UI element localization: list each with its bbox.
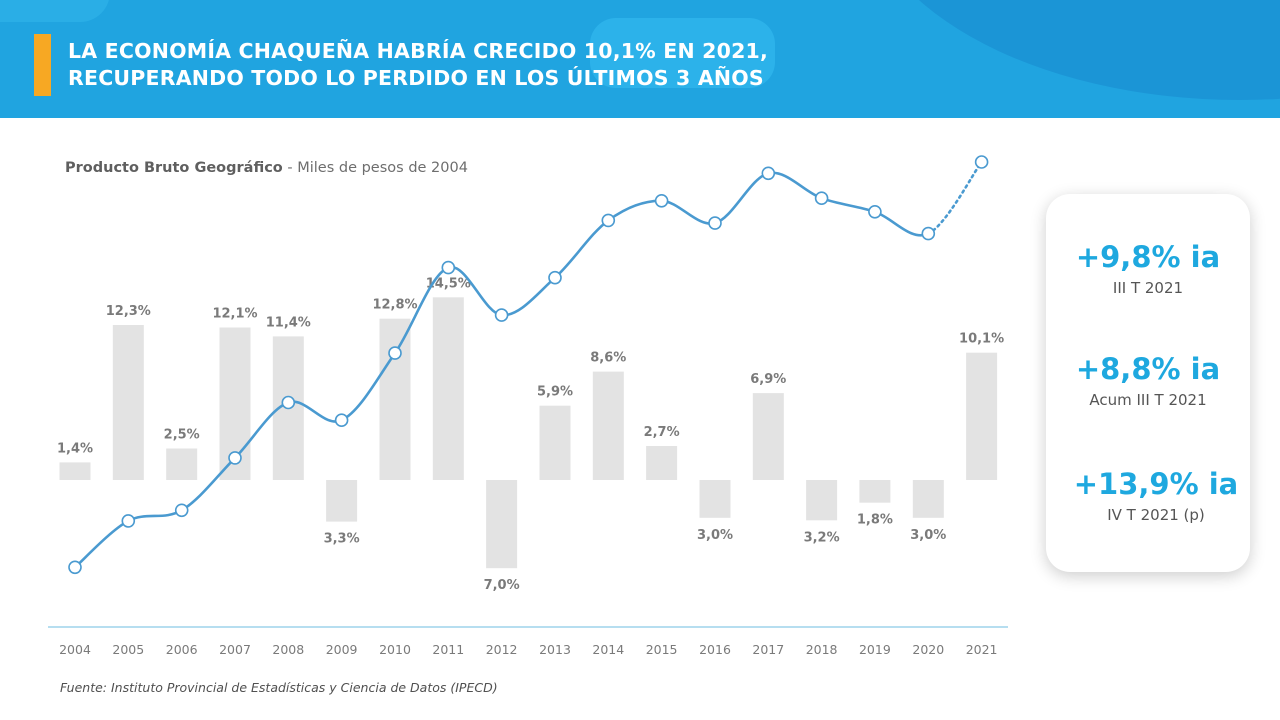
line-point-2018 <box>814 191 829 205</box>
stats-card: +9,8% ia III T 2021 +8,8% ia Acum III T … <box>1046 194 1250 572</box>
bar-label-2017: 6,9% <box>750 372 786 387</box>
line-point-2007 <box>228 451 242 465</box>
bar-2014 <box>592 371 624 480</box>
bar-2009 <box>326 480 358 522</box>
line-point-2006 <box>174 503 189 518</box>
x-tick-label-2017: 2017 <box>752 642 784 657</box>
line-point-2004 <box>68 560 82 575</box>
line-point-2012 <box>494 308 509 322</box>
x-tick-label-2015: 2015 <box>646 642 678 657</box>
page-title-line-2: RECUPERANDO TODO LO PERDIDO EN LOS ÚLTIM… <box>68 66 764 90</box>
stat-label-2: Acum III T 2021 <box>1089 391 1207 409</box>
bar-2005 <box>112 325 144 480</box>
x-tick-label-2020: 2020 <box>912 642 944 657</box>
bar-2015 <box>646 446 678 480</box>
bar-2006 <box>166 448 198 480</box>
x-tick-label-2010: 2010 <box>379 642 411 657</box>
bar-label-2012: 7,0% <box>484 578 520 593</box>
bar-label-2010: 12,8% <box>372 298 417 313</box>
line-point-2016 <box>708 216 722 230</box>
stat-block-1: +9,8% ia III T 2021 <box>1046 240 1250 298</box>
line-point-2013 <box>548 270 562 285</box>
line-point-2015 <box>654 194 669 208</box>
chart-heading-rest: - Miles de pesos de 2004 <box>282 160 468 176</box>
stat-value-1: +9,8% ia <box>1075 240 1221 274</box>
x-tick-label-2008: 2008 <box>272 642 304 657</box>
x-tick-label-2004: 2004 <box>59 642 91 657</box>
source-note: Fuente: Instituto Provincial de Estadíst… <box>60 680 498 695</box>
header-accent-bar <box>34 34 51 96</box>
bars-layer <box>59 297 998 569</box>
line-points-layer <box>68 155 989 575</box>
bar-label-2020: 3,0% <box>910 528 946 543</box>
bar-label-2008: 11,4% <box>266 315 311 330</box>
bar-2011 <box>432 297 464 480</box>
stat-block-3: +13,9% ia IV T 2021 (p) <box>1054 467 1258 525</box>
bar-2017 <box>752 393 784 480</box>
bar-2010 <box>379 318 411 480</box>
bar-label-2006: 2,5% <box>164 428 200 443</box>
x-tick-label-2021: 2021 <box>966 642 998 657</box>
line-point-2011 <box>441 260 456 275</box>
header-banner: LA ECONOMÍA CHAQUEÑA HABRÍA CRECIDO 10,1… <box>0 0 1280 118</box>
bar-label-2007: 12,1% <box>212 307 257 322</box>
bar-label-2009: 3,3% <box>324 532 360 547</box>
line-point-2017 <box>761 166 776 181</box>
x-tick-label-2009: 2009 <box>326 642 358 657</box>
x-tick-label-2012: 2012 <box>486 642 518 657</box>
x-tick-label-2011: 2011 <box>432 642 464 657</box>
page-title-line-1: LA ECONOMÍA CHAQUEÑA HABRÍA CRECIDO 10,1… <box>68 39 769 63</box>
chart-heading: Producto Bruto Geográfico - Miles de pes… <box>65 160 468 176</box>
bar-label-2021: 10,1% <box>959 332 1004 347</box>
line-point-2020 <box>921 226 936 241</box>
x-tick-label-2013: 2013 <box>539 642 571 657</box>
bar-2019 <box>859 480 891 503</box>
bar-label-2014: 8,6% <box>590 351 626 366</box>
stat-value-2: +8,8% ia <box>1075 352 1221 386</box>
bar-labels-layer: 1,4% 12,3% 2,5% 12,1% 11,4% 3,3% 12,8% 14,5% 7,0… <box>57 276 1004 593</box>
bar-label-2011: 14,5% <box>426 276 471 291</box>
x-tick-label-2007: 2007 <box>219 642 251 657</box>
x-tick-label-2014: 2014 <box>592 642 624 657</box>
bar-2004 <box>59 462 91 480</box>
bar-2021 <box>966 352 998 480</box>
bar-label-2019: 1,8% <box>857 513 893 528</box>
x-tick-label-2006: 2006 <box>166 642 198 657</box>
bar-2020 <box>912 480 944 518</box>
line-layer <box>73 160 983 569</box>
bar-label-2018: 3,2% <box>804 530 840 545</box>
line-point-2008 <box>281 395 296 410</box>
line-point-2019 <box>868 205 882 219</box>
bar-label-2013: 5,9% <box>537 385 573 400</box>
stat-value-3: +13,9% ia <box>1073 467 1239 501</box>
line-point-2005 <box>121 514 136 528</box>
stat-label-3: IV T 2021 (p) <box>1107 506 1205 524</box>
x-tick-labels-layer: 2004 2005 2006 2007 2008 2009 2010 2011 2012 2013… <box>59 642 997 657</box>
line-point-2014 <box>601 213 616 228</box>
x-tick-label-2005: 2005 <box>112 642 144 657</box>
line-point-2009 <box>334 413 349 428</box>
bar-label-2004: 1,4% <box>57 441 93 456</box>
bar-2013 <box>539 405 571 480</box>
stat-block-2: +8,8% ia Acum III T 2021 <box>1046 352 1250 410</box>
x-tick-label-2018: 2018 <box>806 642 838 657</box>
stat-label-1: III T 2021 <box>1112 279 1184 297</box>
bar-2018 <box>806 480 838 521</box>
bar-label-2005: 12,3% <box>106 304 151 319</box>
chart-heading-bold: Producto Bruto Geográfico <box>65 160 283 176</box>
line-point-2010 <box>388 346 402 360</box>
header-decor-shape <box>590 18 775 88</box>
header-decor-shape <box>0 0 110 22</box>
page-title: LA ECONOMÍA CHAQUEÑA HABRÍA CRECIDO 10,1… <box>68 38 768 92</box>
bar-2016 <box>699 480 731 518</box>
x-tick-label-2016: 2016 <box>699 642 731 657</box>
x-tick-label-2019: 2019 <box>859 642 891 657</box>
line-point-2021 <box>974 155 989 169</box>
bar-label-2016: 3,0% <box>697 528 733 543</box>
pbg-line-projected <box>927 160 983 235</box>
bar-label-2015: 2,7% <box>644 425 680 440</box>
bar-2012 <box>486 480 518 569</box>
